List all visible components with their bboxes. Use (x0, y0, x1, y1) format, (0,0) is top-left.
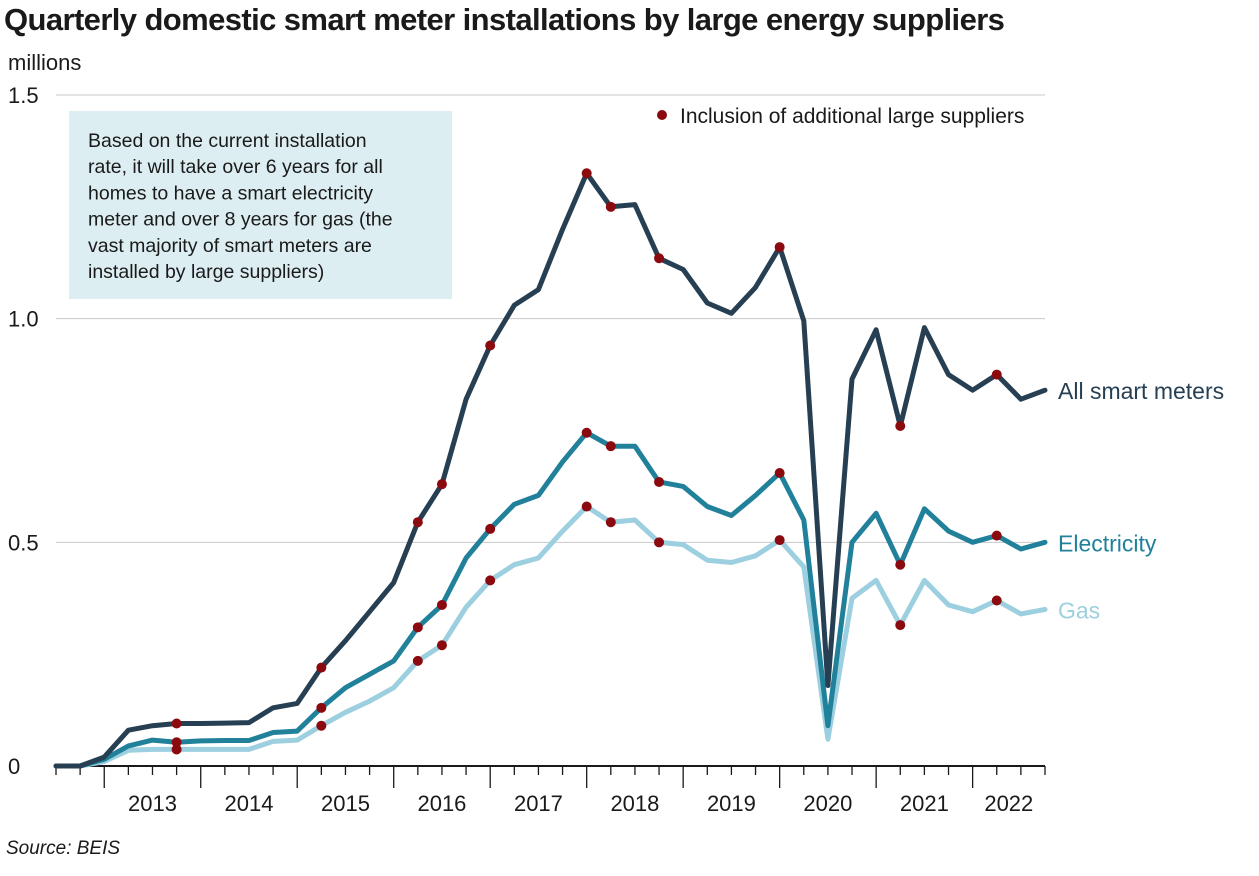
legend-marker-dot (657, 110, 667, 120)
series-label-all-smart-meters: All smart meters (1058, 378, 1224, 404)
annotation-line: homes to have a smart electricity (88, 182, 373, 204)
legend: Inclusion of additional large suppliers (657, 105, 1024, 128)
marker-point (581, 168, 592, 179)
marker-point (412, 517, 423, 528)
marker-point (316, 720, 327, 731)
marker-point (895, 620, 906, 631)
x-year-label: 2013 (128, 791, 177, 816)
marker-point (605, 201, 616, 212)
marker-point (654, 476, 665, 487)
x-year-label: 2021 (900, 791, 949, 816)
annotation-line: vast majority of smart meters are (88, 235, 372, 257)
marker-point (581, 501, 592, 512)
marker-point (774, 242, 785, 253)
annotation-box: Based on the current installation rate, i… (69, 111, 452, 299)
marker-point (605, 517, 616, 528)
marker-point (581, 427, 592, 438)
marker-point (412, 655, 423, 666)
series-label-gas: Gas (1058, 597, 1100, 623)
annotation-background (69, 111, 452, 299)
annotation-line: meter and over 8 years for gas (the (88, 209, 393, 231)
x-year-label: 2019 (707, 791, 756, 816)
y-tick-label: 1.0 (8, 307, 39, 332)
marker-point (171, 718, 182, 729)
x-year-label: 2016 (417, 791, 466, 816)
chart-title: Quarterly domestic smart meter installat… (4, 2, 1005, 37)
marker-point (436, 599, 447, 610)
annotation-line: installed by large suppliers) (88, 261, 324, 283)
marker-point (316, 702, 327, 713)
marker-point (436, 479, 447, 490)
marker-point (412, 622, 423, 633)
annotation-line: rate, it will take over 6 years for all (88, 156, 383, 178)
y-tick-label: 1.5 (8, 83, 39, 108)
marker-point (895, 559, 906, 570)
marker-point (171, 737, 182, 748)
marker-point (774, 467, 785, 478)
x-year-label: 2014 (224, 791, 273, 816)
marker-point (991, 369, 1002, 380)
marker-point (654, 253, 665, 264)
marker-point (774, 535, 785, 546)
y-axis-ticks: 0 0.5 1.0 1.5 (8, 83, 39, 779)
source-note: Source: BEIS (6, 838, 121, 859)
y-axis-unit: millions (8, 50, 82, 75)
marker-point (485, 340, 496, 351)
marker-point (991, 595, 1002, 606)
series-labels: All smart meters Electricity Gas (1058, 378, 1224, 623)
marker-point (485, 523, 496, 534)
marker-point (316, 662, 327, 673)
marker-point (485, 575, 496, 586)
marker-point (991, 530, 1002, 541)
x-year-label: 2017 (514, 791, 563, 816)
series-line-gas (53, 504, 1048, 769)
x-year-label: 2018 (610, 791, 659, 816)
x-year-label: 2015 (321, 791, 370, 816)
legend-marker-label: Inclusion of additional large suppliers (680, 105, 1024, 128)
y-tick-label: 0.5 (8, 530, 39, 555)
marker-point (436, 640, 447, 651)
marker-point (654, 537, 665, 548)
series-lines (53, 170, 1048, 769)
series-line-all-smart-meters (53, 170, 1048, 769)
series-line-electricity (53, 430, 1048, 769)
annotation-line: Based on the current installation (88, 130, 367, 152)
supplier-markers (171, 168, 1002, 755)
marker-point (895, 421, 906, 432)
marker-point (605, 441, 616, 452)
x-year-label: 2022 (984, 791, 1033, 816)
marker-point (171, 744, 182, 755)
y-tick-label: 0 (8, 754, 20, 779)
x-year-label: 2020 (803, 791, 852, 816)
x-axis: 2013 2014 2015 2016 2017 2018 2019 2020 2021 2022 (55, 765, 1046, 816)
series-label-electricity: Electricity (1058, 530, 1157, 556)
